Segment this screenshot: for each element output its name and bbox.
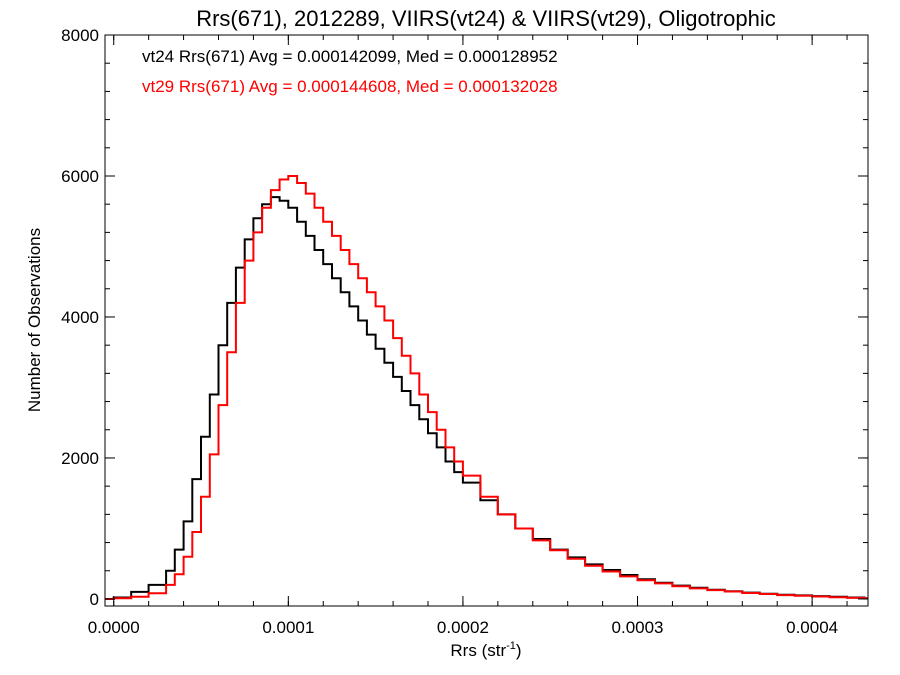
series-line-0 — [105, 196, 868, 600]
y-tick-label: 8000 — [61, 26, 99, 45]
x-tick-label: 0.0004 — [786, 618, 838, 637]
series-line-1 — [105, 175, 868, 600]
x-tick-label: 0.0000 — [88, 618, 140, 637]
plot-frame — [104, 34, 869, 607]
chart-title: Rrs(671), 2012289, VIIRS(vt24) & VIIRS(v… — [196, 6, 776, 31]
x-tick-label: 0.0002 — [437, 618, 489, 637]
y-tick-label: 0 — [90, 590, 99, 609]
annotation-vt29: vt29 Rrs(671) Avg = 0.000144608, Med = 0… — [142, 77, 558, 96]
series-layer — [105, 175, 868, 600]
annotation-vt24: vt24 Rrs(671) Avg = 0.000142099, Med = 0… — [142, 47, 558, 66]
y-axis-label: Number of Observations — [25, 228, 44, 412]
y-tick-label: 4000 — [61, 308, 99, 327]
x-tick-label: 0.0001 — [262, 618, 314, 637]
tick-layer: 0.0000 0.0001 0.0002 0.0003 0.0004 0 2000 4000 6… — [61, 26, 868, 637]
y-tick-label: 6000 — [61, 167, 99, 186]
x-tick-label: 0.0003 — [612, 618, 664, 637]
y-tick-label: 2000 — [61, 449, 99, 468]
x-axis-label: Rrs (str-1) — [450, 640, 521, 660]
